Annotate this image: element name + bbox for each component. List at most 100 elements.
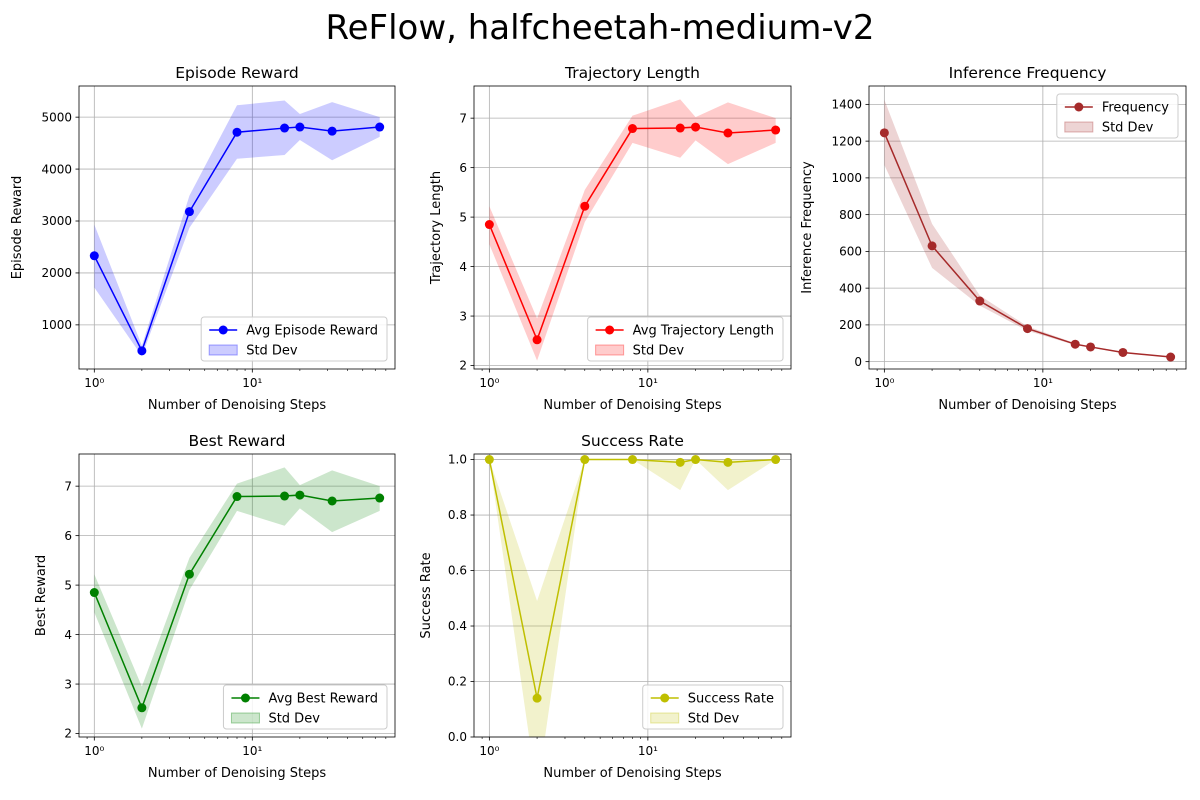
data-point (1023, 324, 1032, 334)
y-tick-label: 2 (64, 727, 72, 741)
data-point (375, 493, 385, 503)
legend-band-swatch (650, 712, 680, 724)
legend-label: Std Dev (633, 344, 685, 359)
data-point (691, 455, 701, 465)
data-point (723, 128, 733, 138)
y-tick-label: 1000 (831, 171, 862, 185)
y-tick-label: 7 (459, 111, 467, 125)
series-line (488, 458, 776, 699)
legend-box (587, 316, 784, 362)
data-point (675, 457, 685, 467)
data-point (532, 693, 542, 703)
data-point (295, 122, 305, 132)
data-point (89, 251, 99, 261)
data-point (137, 703, 147, 713)
y-tick-label: 200 (839, 318, 862, 332)
data-point (184, 207, 194, 217)
legend-box (222, 684, 388, 730)
legend-marker-swatch (240, 693, 250, 703)
std-dev-band (94, 467, 380, 729)
y-tick-label: 0.4 (448, 619, 467, 633)
subplot-title: Success Rate (581, 432, 684, 450)
data-point (137, 346, 147, 356)
data-point (628, 455, 637, 465)
data-point (1070, 339, 1080, 349)
data-point (771, 125, 781, 135)
data-point (975, 296, 985, 306)
series-line (883, 132, 1171, 358)
y-tick-label: 0 (854, 355, 862, 369)
data-point (1118, 347, 1128, 357)
y-tick-label: 0.8 (448, 508, 467, 522)
subplot-4: 10⁰ 10¹ 2 3 4 5 6 7 Best Reward Number of Denoisi… (34, 432, 396, 781)
x-axis-label: Number of Denoising Steps (543, 766, 721, 781)
subplot-3: 10⁰ 10¹ 0 200 400 600 800 1000 1200 1400 Inference… (800, 64, 1187, 413)
series-line (488, 126, 776, 342)
figure-title: ReFlow, halfcheetah-medium-v2 (325, 8, 875, 48)
std-dev-band (489, 99, 776, 361)
y-tick-label: 4000 (41, 162, 72, 176)
legend: Avg Episode Reward Std Dev (200, 316, 388, 362)
legend-label: Std Dev (268, 712, 320, 727)
x-tick-label: 10¹ (1033, 376, 1053, 390)
legend-box (1056, 93, 1179, 139)
series-line (93, 494, 380, 710)
data-point (327, 496, 337, 506)
legend-label: Avg Best Reward (268, 692, 378, 707)
subplot-1: 10⁰ 10¹ 1000 2000 3000 4000 5000 Episode Reward… (10, 64, 396, 413)
x-tick-label: 10¹ (638, 744, 658, 758)
y-axis-label: Trajectory Length (429, 171, 444, 285)
legend-label: Frequency (1102, 101, 1169, 116)
x-axis-label: Number of Denoising Steps (938, 398, 1116, 413)
legend-box (642, 684, 784, 730)
y-axis-label: Inference Frequency (800, 161, 815, 294)
legend-label: Std Dev (246, 344, 298, 359)
x-axis-label: Number of Denoising Steps (148, 398, 326, 413)
data-point (580, 455, 590, 465)
legend-label: Success Rate (688, 692, 774, 707)
legend-band-swatch (1064, 121, 1094, 133)
y-tick-label: 0.0 (448, 730, 467, 744)
x-axis-label: Number of Denoising Steps (148, 766, 326, 781)
y-tick-label: 1200 (831, 134, 862, 148)
y-tick-label: 6 (64, 529, 72, 543)
subplot-5: 10⁰ 10¹ 0.0 0.2 0.4 0.6 0.8 1.0 Success Rate Numb… (419, 432, 792, 781)
y-tick-label: 2000 (41, 266, 72, 280)
y-tick-label: 3000 (41, 214, 72, 228)
x-tick-label: 10¹ (242, 376, 262, 390)
legend: Success Rate Std Dev (642, 684, 784, 730)
data-point (580, 201, 590, 211)
data-point (89, 588, 99, 598)
y-axis-label: Episode Reward (10, 176, 25, 280)
y-tick-label: 1400 (831, 98, 862, 112)
data-point (232, 492, 242, 502)
y-tick-label: 5000 (41, 110, 72, 124)
y-tick-label: 5 (64, 578, 72, 592)
legend: Avg Best Reward Std Dev (222, 684, 388, 730)
data-point (532, 335, 542, 345)
data-point (280, 123, 290, 133)
y-tick-label: 4 (459, 260, 467, 274)
data-point (691, 122, 701, 132)
legend-marker-swatch (605, 325, 615, 335)
data-point (927, 241, 937, 251)
legend-band-swatch (230, 712, 260, 724)
y-axis-label: Best Reward (34, 555, 49, 636)
x-tick-label: 10¹ (242, 744, 262, 758)
y-tick-label: 400 (839, 281, 862, 295)
data-point (879, 128, 889, 138)
legend-label: Avg Episode Reward (246, 324, 378, 339)
data-point (327, 126, 337, 136)
y-axis-label: Success Rate (419, 552, 434, 638)
x-axis-label: Number of Denoising Steps (543, 398, 721, 413)
y-tick-label: 6 (459, 161, 467, 175)
y-tick-label: 3 (64, 677, 72, 691)
data-point (723, 457, 733, 467)
std-dev-band (94, 100, 380, 357)
legend-marker-swatch (1074, 102, 1084, 112)
y-tick-label: 1.0 (448, 453, 467, 467)
x-tick-label: 10¹ (638, 376, 658, 390)
y-tick-label: 4 (64, 628, 72, 642)
subplot-title: Best Reward (189, 432, 286, 450)
